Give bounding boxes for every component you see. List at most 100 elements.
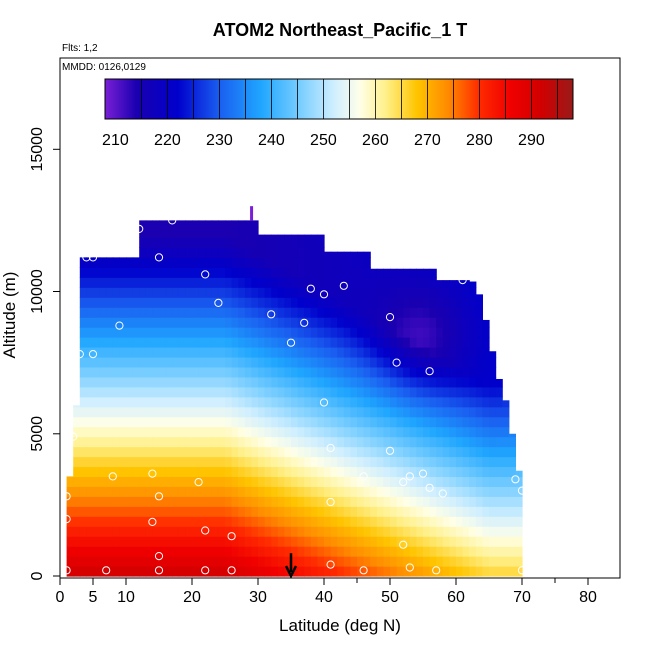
heatmap-cell (337, 466, 345, 478)
heatmap-cell (106, 436, 114, 448)
sample-point (135, 224, 144, 233)
heatmap-cell (495, 506, 503, 517)
heatmap-cell (429, 496, 437, 507)
heatmap-cell (350, 466, 358, 478)
heatmap-cell (185, 247, 193, 258)
heatmap-cell (409, 476, 417, 487)
heatmap-cell (185, 476, 193, 487)
heatmap-cell (363, 337, 371, 348)
heatmap-cell (172, 247, 180, 258)
heatmap-cell (396, 317, 404, 328)
heatmap-cell (436, 280, 444, 288)
heatmap-cell (330, 346, 338, 358)
heatmap-cell (126, 506, 134, 517)
heatmap-cell (350, 337, 358, 348)
heatmap-cell (324, 476, 332, 487)
heatmap-cell (462, 506, 470, 517)
heatmap-cell (178, 220, 186, 229)
heatmap-cell (436, 516, 444, 527)
heatmap-cell (383, 356, 391, 368)
heatmap-cell (423, 297, 431, 308)
heatmap-cell (185, 287, 193, 298)
heatmap-cell (284, 317, 292, 328)
heatmap-cell (99, 436, 107, 448)
heatmap-cell (370, 317, 378, 328)
heatmap-cell (192, 526, 200, 537)
heatmap-cell (357, 406, 365, 418)
heatmap-cell (225, 220, 233, 229)
heatmap-cell (271, 406, 279, 418)
heatmap-cell (390, 526, 398, 537)
heatmap-cell (86, 486, 94, 497)
heatmap-cell (310, 247, 318, 258)
heatmap-cell (429, 307, 437, 318)
heatmap-cell (337, 566, 345, 577)
heatmap-cell (126, 436, 134, 448)
colorbar-tick-label: 220 (154, 132, 181, 149)
heatmap-cell (317, 486, 325, 497)
heatmap-cell (165, 496, 173, 507)
heatmap-cell (271, 446, 279, 458)
heatmap-cell (106, 317, 114, 328)
heatmap-cell (79, 566, 87, 577)
heatmap-cell (145, 456, 153, 468)
heatmap-cell (93, 486, 101, 497)
sample-point (154, 492, 164, 501)
heatmap-cell (271, 337, 279, 348)
heatmap-cell (251, 396, 259, 408)
heatmap-cell (508, 566, 516, 577)
heatmap-cell (310, 436, 318, 448)
heatmap-cell (469, 337, 477, 348)
heatmap-cell (442, 536, 450, 547)
heatmap-cell (86, 496, 94, 507)
heatmap-cell (231, 376, 239, 388)
heatmap-cell (409, 496, 417, 507)
heatmap-cell (205, 346, 213, 358)
heatmap-cell (449, 516, 457, 527)
heatmap-cell (390, 356, 398, 368)
heatmap-cell (370, 456, 378, 468)
heatmap-cell (132, 356, 140, 368)
heatmap-cell (403, 566, 411, 577)
heatmap-cell (99, 546, 107, 557)
heatmap-cell (86, 327, 94, 338)
heatmap-cell (192, 386, 200, 398)
heatmap-cell (225, 536, 233, 547)
heatmap-cell (132, 506, 140, 517)
heatmap-cell (442, 297, 450, 308)
heatmap-cell (152, 386, 160, 398)
heatmap-cell (277, 376, 285, 388)
sample-point (69, 432, 78, 441)
heatmap-cell (106, 526, 114, 537)
heatmap-cell (231, 516, 239, 527)
heatmap-cell (258, 506, 266, 517)
heatmap-cell (462, 346, 470, 358)
heatmap-cell (462, 376, 470, 388)
heatmap-cell (244, 406, 252, 418)
heatmap-cell (310, 376, 318, 388)
heatmap-cell (145, 297, 153, 308)
heatmap-cell (192, 287, 200, 298)
heatmap-cell (350, 456, 358, 468)
y-axis-label: Altitude (m) (0, 272, 19, 359)
heatmap-cell (449, 476, 457, 487)
heatmap-cell (475, 307, 483, 318)
heatmap-cell (172, 506, 180, 517)
heatmap-cell (185, 257, 193, 268)
heatmap-cell (502, 466, 510, 478)
heatmap-cell (159, 556, 167, 567)
heatmap-cell (475, 386, 483, 398)
heatmap-cell (185, 466, 193, 478)
heatmap-cell (178, 257, 186, 268)
heatmap-cell (145, 426, 153, 438)
heatmap-cell (423, 526, 431, 537)
heatmap-cell (159, 396, 167, 408)
heatmap-cell (165, 337, 173, 348)
heatmap-cell (442, 280, 450, 288)
heatmap-cell (258, 436, 266, 448)
heatmap-cell (489, 526, 497, 537)
heatmap-cell (205, 337, 213, 348)
heatmap-cell (152, 297, 160, 308)
heatmap-cell (238, 406, 246, 418)
heatmap-cell (416, 526, 424, 537)
